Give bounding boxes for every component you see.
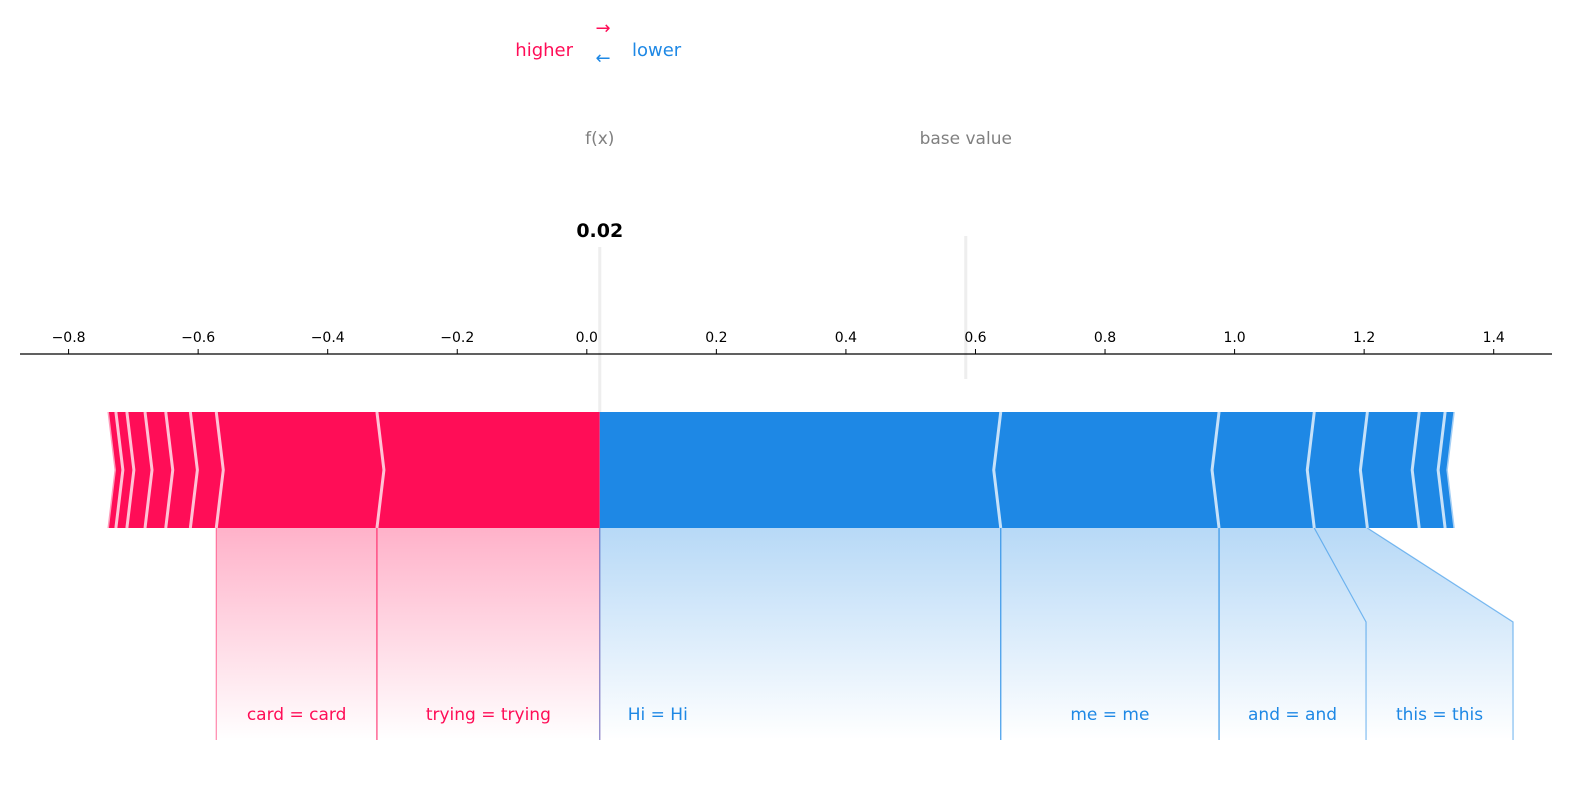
negative-label-line [1367,527,1514,740]
negative-bar [599,412,1455,528]
positive-label-shade [216,528,377,740]
positive-separator [143,411,154,529]
positive-feature-label: trying = trying [426,705,551,725]
positive-separator [188,411,199,529]
x-tick-label: −0.4 [311,330,345,346]
negative-label-shade [1000,528,1220,740]
negative-feature-label: me = me [1070,705,1149,725]
positive-label-shade [376,528,600,740]
x-tick-label: 0.8 [1094,330,1116,346]
base-value-label: base value [920,129,1012,149]
negative-separator [1358,411,1369,529]
negative-separator [1446,411,1457,529]
x-tick-label: 1.4 [1483,330,1505,346]
higher-arrow-icon: → [595,18,610,39]
x-axis: −0.8 −0.6 −0.4 −0.2 0.0 0.2 0.4 0.6 0.8 1.0 1.2 1.4 [20,330,1552,355]
feature-labels: card = card trying = trying Hi = Hi me = me… [247,705,1483,725]
fx-value: 0.02 [576,220,623,242]
positive-bar [107,412,600,528]
positive-separator [114,411,125,529]
x-tick-label: 0.0 [576,330,598,346]
legend-lower-label: lower [632,40,682,61]
x-tick-label: −0.6 [181,330,215,346]
negative-separator [1210,411,1221,529]
negative-feature-label: and = and [1248,705,1337,725]
lower-arrow-icon: ← [595,48,610,69]
fx-label: f(x) [585,129,614,149]
positive-separator [214,411,225,529]
legend: → ← higher lower [515,18,682,69]
negative-feature-label: this = this [1396,705,1483,725]
positive-separator [125,411,136,529]
negative-label-shade [1314,528,1514,740]
negative-feature-label: Hi = Hi [628,705,688,725]
negative-separator [992,411,1003,529]
x-tick-label: 0.2 [705,330,727,346]
segment-separators [105,411,1457,529]
x-tick-label: 0.4 [835,330,857,346]
negative-separator [1305,411,1316,529]
positive-feature-label: card = card [247,705,347,725]
positive-separator [375,411,386,529]
legend-higher-label: higher [515,40,573,61]
negative-label-shade [1219,528,1367,740]
label-shading [215,527,1514,740]
positive-separator [164,411,175,529]
x-tick-label: −0.8 [52,330,86,346]
negative-separator [1436,411,1447,529]
negative-separator [1410,411,1421,529]
x-tick-label: −0.2 [440,330,474,346]
force-bar [107,412,1455,528]
negative-label-shade [599,528,1001,740]
positive-separator [105,411,116,529]
x-tick-label: 1.0 [1223,330,1245,346]
x-tick-label: 0.6 [964,330,986,346]
x-tick-label: 1.2 [1353,330,1375,346]
